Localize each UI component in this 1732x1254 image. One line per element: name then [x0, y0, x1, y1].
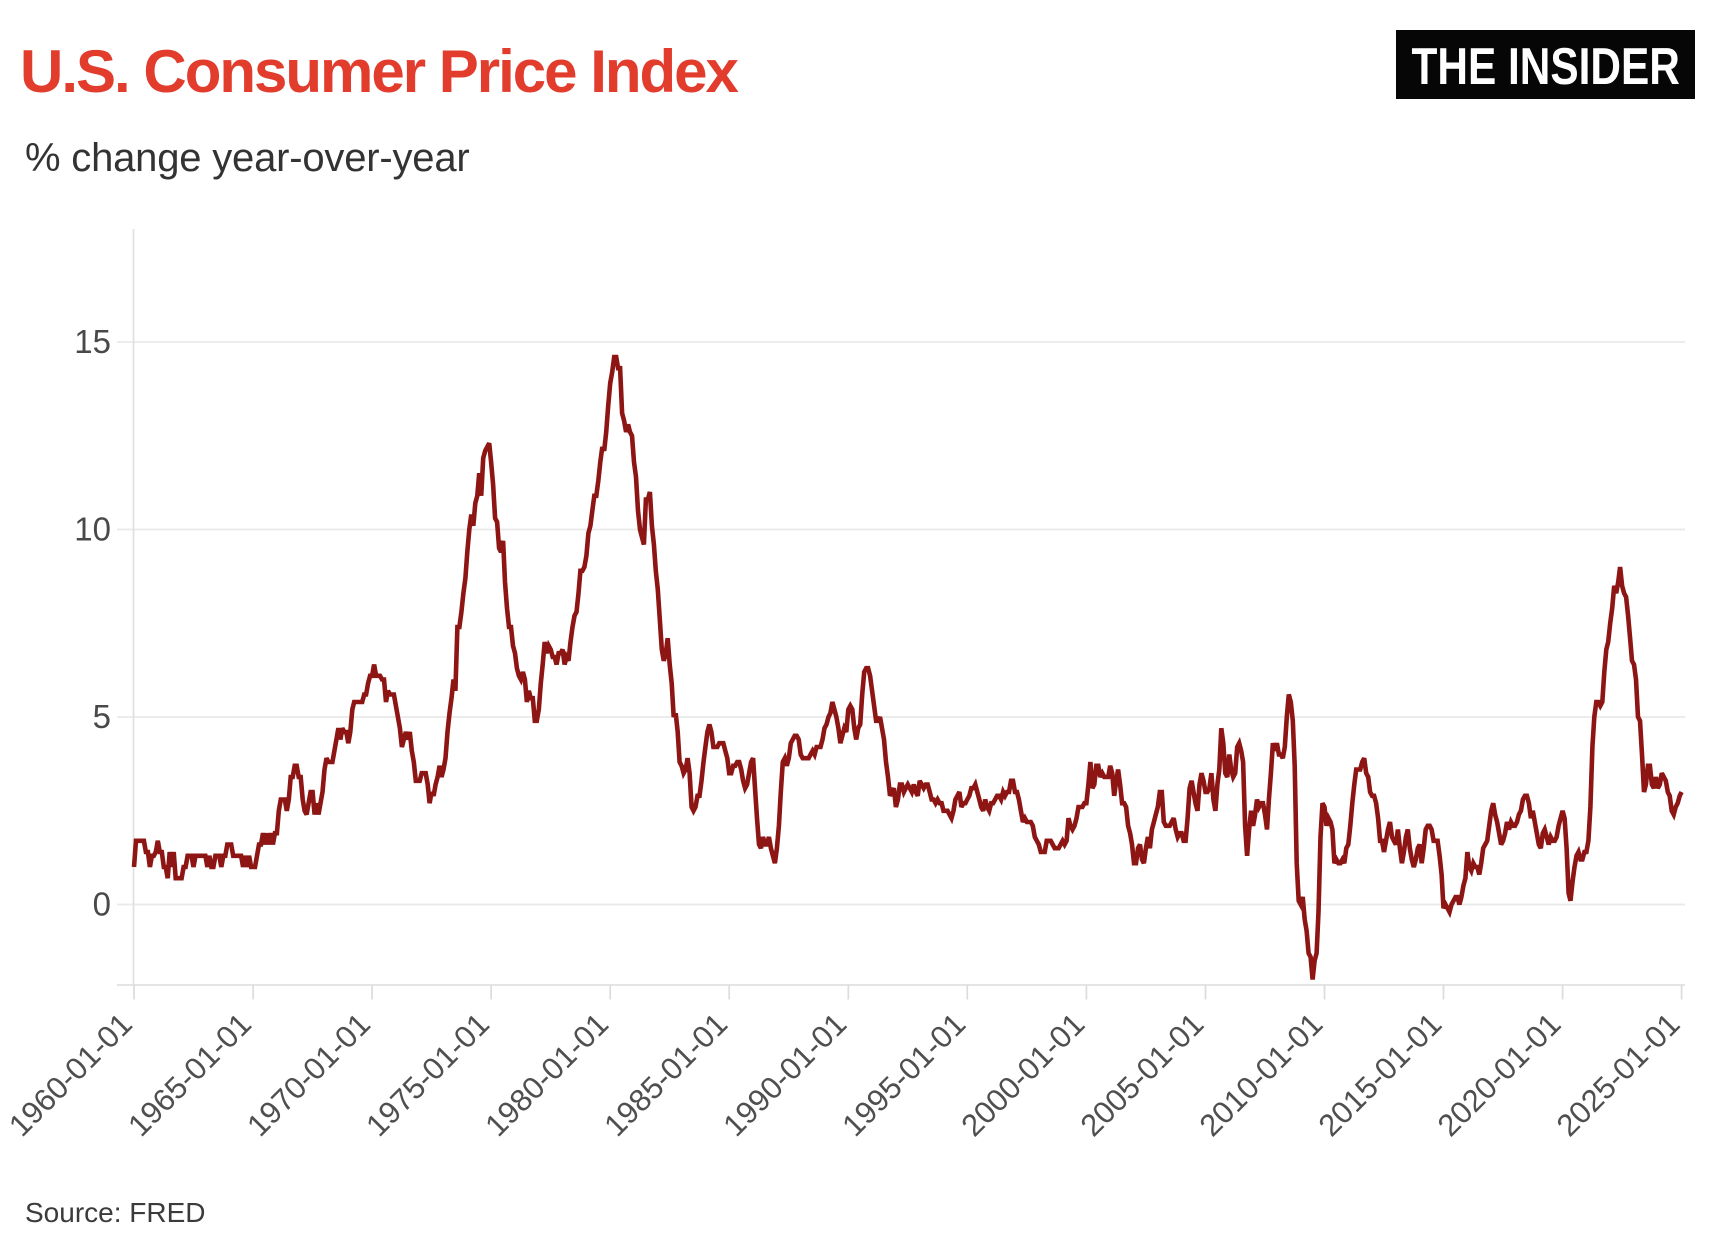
svg-text:2015-01-01: 2015-01-01 — [1312, 1006, 1449, 1143]
svg-text:1995-01-01: 1995-01-01 — [835, 1006, 972, 1143]
svg-text:10: 10 — [74, 511, 111, 548]
svg-text:1965-01-01: 1965-01-01 — [121, 1006, 258, 1143]
svg-text:2005-01-01: 2005-01-01 — [1074, 1006, 1211, 1143]
svg-text:5: 5 — [93, 698, 111, 735]
svg-text:1990-01-01: 1990-01-01 — [716, 1006, 853, 1143]
svg-text:1975-01-01: 1975-01-01 — [359, 1006, 496, 1143]
svg-text:1970-01-01: 1970-01-01 — [240, 1006, 377, 1143]
svg-text:15: 15 — [74, 323, 111, 360]
svg-text:1985-01-01: 1985-01-01 — [597, 1006, 734, 1143]
svg-text:1980-01-01: 1980-01-01 — [478, 1006, 615, 1143]
svg-text:0: 0 — [93, 886, 111, 923]
svg-text:1960-01-01: 1960-01-01 — [2, 1006, 139, 1143]
svg-text:2000-01-01: 2000-01-01 — [954, 1006, 1091, 1143]
svg-text:2010-01-01: 2010-01-01 — [1193, 1006, 1330, 1143]
svg-text:2025-01-01: 2025-01-01 — [1550, 1006, 1687, 1143]
svg-text:2020-01-01: 2020-01-01 — [1431, 1006, 1568, 1143]
